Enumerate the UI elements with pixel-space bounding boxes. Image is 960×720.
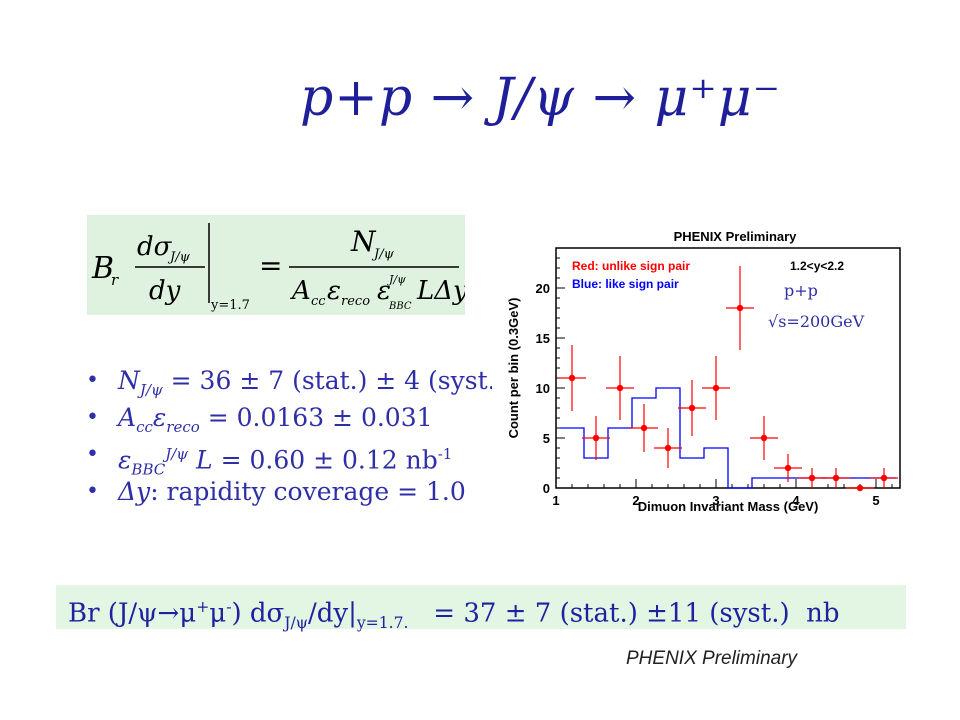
result-box: Br (J/ψ→μ+μ-) dσJ/ψ/dy|y=1.7. = 37 ± 7 (…: [56, 585, 906, 632]
formula-den-eps: ε: [327, 276, 341, 306]
data-point: [640, 424, 648, 432]
data-point: [568, 374, 576, 382]
list-item: NJ/ψ = 36 ± 7 (stat.) ± 4 (syst.): [80, 362, 492, 399]
energy-annotation: √s=200GeV: [768, 312, 865, 331]
y-tick-label: 10: [536, 381, 550, 396]
formula-dsigma-sub: J/ψ: [167, 250, 191, 265]
formula-numerator-sub: J/ψ: [371, 247, 395, 262]
formula-den-rest: LΔy: [416, 276, 465, 306]
data-point: [616, 384, 624, 392]
formula-br-sub: r: [111, 271, 119, 289]
result-lhs: Br (J/ψ→μ: [68, 598, 197, 629]
unlike-sign-points: [558, 266, 898, 492]
data-point: [688, 404, 696, 412]
footer-note: PHENIX Preliminary: [626, 648, 798, 669]
result-rhs: = 37 ± 7 (stat.) ±11 (syst.) nb: [408, 598, 840, 629]
data-point: [664, 444, 672, 452]
x-tick-label: 2: [632, 493, 639, 508]
formula-br: B: [91, 251, 114, 286]
x-tick-label: 5: [872, 493, 879, 508]
system-annotation: p+p: [784, 281, 818, 300]
mass-spectrum-chart: PHENIX Preliminary 1 2 3 4 5 0 5 10 15 20 Dimuon …: [500, 215, 910, 520]
rapidity-annotation: 1.2<y<2.2: [790, 259, 844, 273]
bullet-text: = 0.0163 ± 0.031: [199, 403, 433, 432]
formula-den-eps2-sup: J/ψ: [387, 273, 406, 286]
chart-title: PHENIX Preliminary: [674, 229, 798, 244]
result-sub2: y=1.7.: [356, 613, 409, 632]
result-tail: /dy|: [308, 598, 357, 629]
bullet-text: = 36 ± 7 (stat.) ± 4 (syst.): [162, 366, 492, 395]
list-item: εBBCJ/ψ L = 0.60 ± 0.12 nb-1: [80, 436, 492, 478]
bullet-sub-2: reco: [166, 418, 200, 436]
slide-title: p+p → J/ψ → μ⁺μ⁻: [300, 68, 782, 128]
y-axis-label: Count per bin (0.3GeV): [506, 298, 521, 439]
formula-den-eps2: ε: [377, 276, 391, 306]
x-tick-label: 3: [712, 493, 719, 508]
data-point: [736, 304, 744, 312]
result-end: ) dσ: [231, 598, 285, 629]
legend-like: Blue: like sign pair: [572, 277, 679, 291]
formula-den-eps2-sub: BBC: [388, 301, 412, 312]
formula-dsigma: dσ: [137, 232, 173, 262]
result-mid: μ: [209, 598, 227, 629]
data-point: [592, 434, 600, 442]
formula-numerator: N: [350, 225, 377, 258]
formula-eval-sub: y=1.7: [210, 298, 250, 313]
bullet-text: = 0.60 ± 0.12 nb: [212, 445, 438, 475]
result-sub1: J/ψ: [284, 613, 309, 632]
data-point: [880, 474, 888, 482]
formula-den-a-sub: cc: [311, 294, 326, 309]
data-point: [712, 384, 720, 392]
formula-den-a: A: [290, 276, 311, 306]
bullet-symbol: Δy: [118, 477, 151, 506]
bullet-tail-sup: -1: [437, 445, 453, 463]
bullet-symbol-2: L: [196, 445, 213, 475]
legend-unlike: Red: unlike sign pair: [572, 259, 690, 273]
y-tick-label: 15: [536, 331, 550, 346]
bullet-symbol: N: [118, 366, 140, 395]
formula-dy: dy: [149, 276, 181, 306]
bullet-symbol: A: [118, 403, 137, 432]
x-axis-label: Dimuon Invariant Mass (GeV): [638, 499, 819, 514]
formula-equals: =: [259, 249, 282, 282]
y-tick-label: 5: [543, 431, 550, 446]
data-point: [784, 464, 792, 472]
tick-labels: 1 2 3 4 5 0 5 10 15 20: [536, 281, 880, 508]
bullet-sup: J/ψ: [165, 445, 189, 463]
bullet-sub: cc: [136, 418, 153, 436]
data-point: [832, 474, 840, 482]
result-sup1: +: [196, 598, 210, 616]
bullet-symbol-2: ε: [152, 403, 167, 432]
cross-section-formula: B r dσ J/ψ dy y=1.7 = N J/ψ A cc ε reco …: [87, 215, 468, 315]
list-item: Accεreco = 0.0163 ± 0.031: [80, 399, 492, 436]
data-point: [856, 484, 864, 492]
bullet-sub: J/ψ: [139, 381, 163, 399]
parameter-list: NJ/ψ = 36 ± 7 (stat.) ± 4 (syst.) Accεre…: [80, 362, 492, 510]
axis-ticks: [555, 247, 893, 489]
y-tick-label: 0: [543, 481, 550, 496]
formula-den-eps-sub: reco: [341, 294, 370, 309]
data-point: [808, 474, 816, 482]
y-tick-label: 20: [536, 281, 550, 296]
x-tick-label: 1: [552, 493, 559, 508]
x-tick-label: 4: [792, 493, 800, 508]
bullet-text: : rapidity coverage = 1.0: [150, 477, 466, 506]
result-sup2: -: [226, 598, 232, 616]
data-point: [760, 434, 768, 442]
list-item: Δy: rapidity coverage = 1.0: [80, 473, 492, 510]
formula-svg: B r dσ J/ψ dy y=1.7 = N J/ψ A cc ε reco …: [91, 223, 468, 313]
bullet-symbol: ε: [118, 445, 132, 475]
